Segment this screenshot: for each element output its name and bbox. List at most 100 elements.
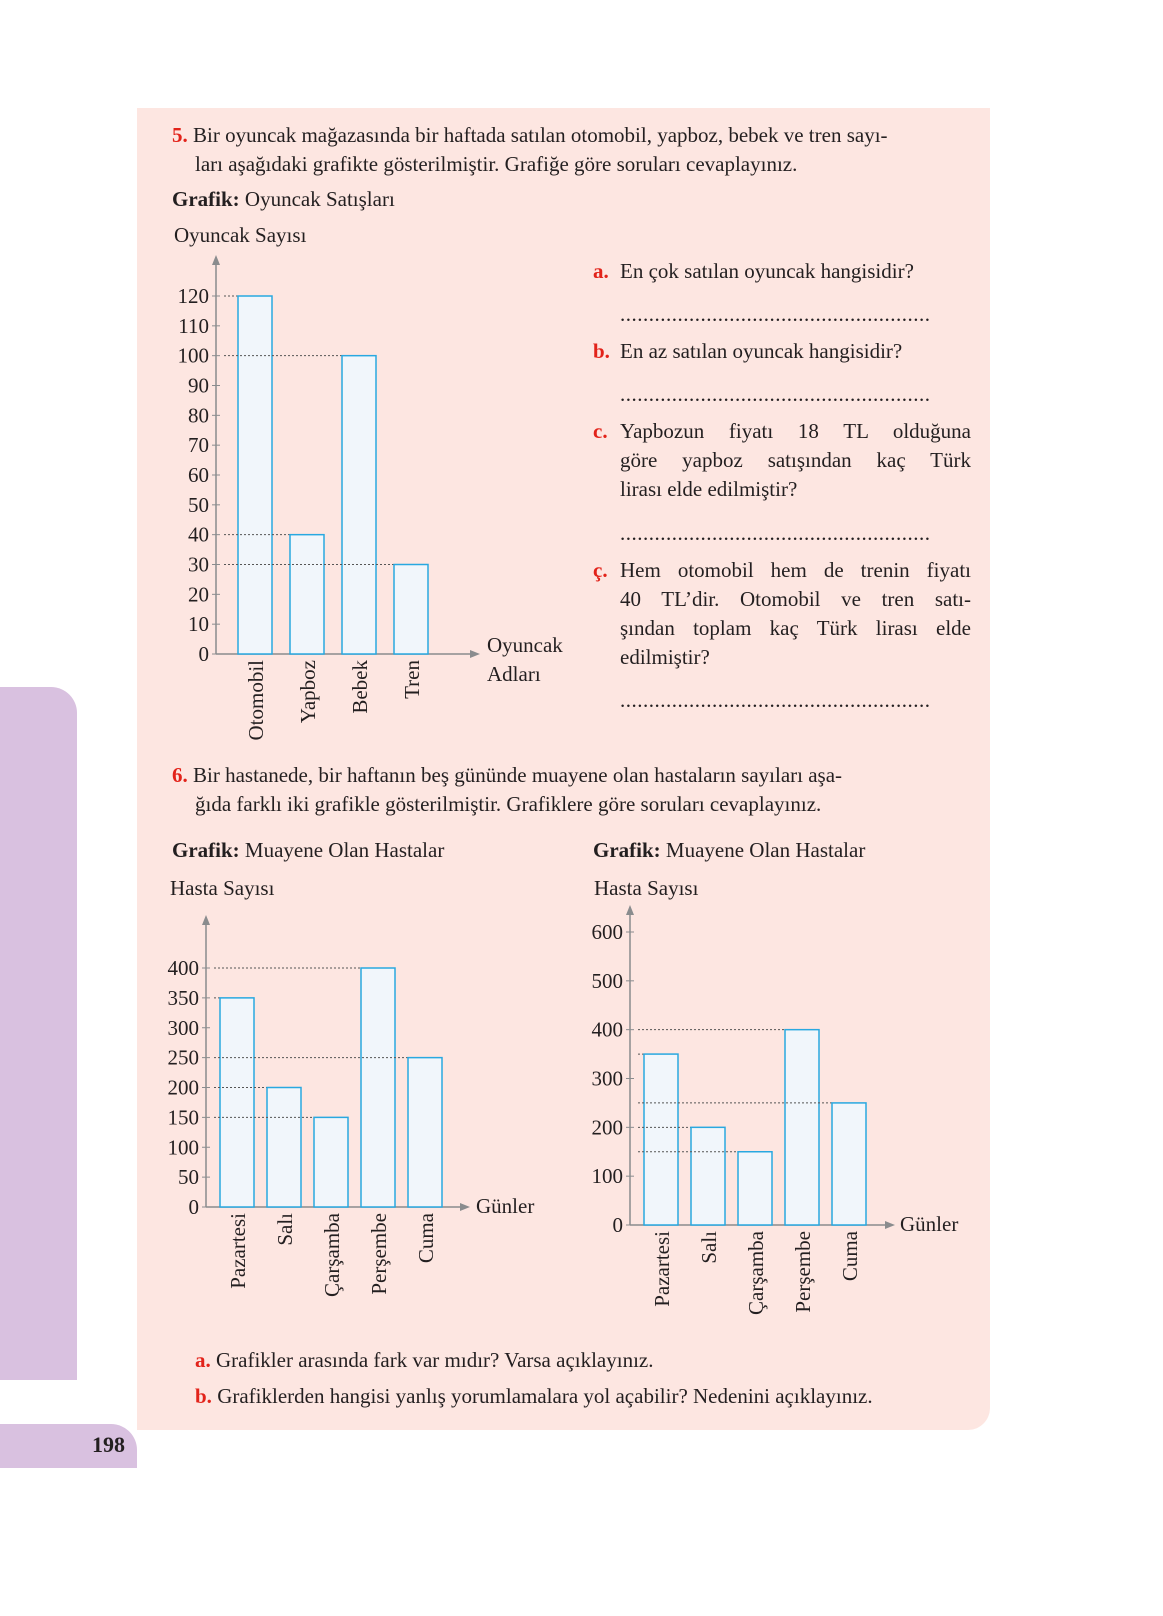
y-tick-label: 110	[178, 314, 209, 338]
y-tick-label: 350	[168, 986, 200, 1010]
y-tick-label: 60	[188, 463, 209, 487]
q5-text: Bir oyuncak mağazasında bir haftada satı…	[193, 123, 888, 147]
sub-letter: a.	[593, 259, 609, 283]
q5-sub-1: b. En az satılan oyuncak hangisidir?	[593, 337, 971, 366]
page-number-tab: 198	[0, 1424, 137, 1468]
category-label: Cuma	[414, 1212, 438, 1263]
sub-text-line: lirası elde edilmiştir?	[620, 477, 798, 501]
bar-bebek	[341, 354, 377, 655]
graph-label: Grafik:	[593, 838, 661, 862]
y-tick-label: 50	[188, 493, 209, 517]
y-tick-label: 400	[592, 1018, 624, 1042]
y-tick-label: 50	[178, 1165, 199, 1189]
y-tick-label: 10	[188, 612, 209, 636]
y-tick-label: 100	[168, 1135, 200, 1159]
graph-title: Muayene Olan Hastalar	[665, 838, 866, 862]
bar-cuma	[407, 1056, 443, 1208]
y-tick-label: 200	[168, 1076, 200, 1100]
y-tick-label: 100	[592, 1164, 624, 1188]
category-label: Bebek	[348, 660, 372, 714]
category-label: Pazartesi	[226, 1213, 250, 1289]
y-tick-label: 200	[592, 1115, 624, 1139]
y-tick-label: 300	[592, 1067, 624, 1091]
answer-line[interactable]: ........................................…	[620, 521, 931, 545]
category-label: Pazartesi	[650, 1231, 674, 1307]
chart3-xlabel: Günler	[900, 1212, 959, 1236]
graph-title: Muayene Olan Hastalar	[244, 838, 445, 862]
answer-line[interactable]: ........................................…	[620, 688, 931, 712]
bar-yapboz	[289, 533, 325, 655]
bar-çarşamba	[313, 1116, 349, 1208]
sub-letter: b.	[195, 1384, 212, 1408]
sub-text-line: edilmiştir?	[620, 645, 710, 669]
category-label: Yapboz	[296, 660, 320, 723]
page-number: 198	[92, 1432, 125, 1457]
y-tick-label: 400	[168, 956, 200, 980]
chart2-xlabel: Günler	[476, 1194, 535, 1218]
chart1-xlabel-text: Oyuncak Adları	[487, 633, 563, 686]
sub-letter: c.	[593, 419, 608, 443]
q6-graph-caption-left: Grafik: Muayene Olan Hastalar	[172, 836, 444, 865]
sub-text-line: En az satılan oyuncak hangisidir?	[620, 339, 903, 363]
q6-sub-a: a. Grafikler arasında fark var mıdır? Va…	[195, 1346, 654, 1375]
y-tick-label: 0	[199, 642, 210, 666]
sub-text-line: Hem otomobil hem de trenin fiyatı	[620, 558, 971, 582]
answer-line[interactable]: ........................................…	[620, 302, 931, 326]
q6-graph-caption-right: Grafik: Muayene Olan Hastalar	[593, 836, 865, 865]
y-tick-label: 120	[178, 284, 210, 308]
bar-tren	[393, 563, 429, 655]
q5-sub-3: ç. Hem otomobil hem de trenin fiyatı 40 TL…	[593, 556, 971, 672]
y-tick-label: 0	[613, 1213, 624, 1237]
y-tick-label: 150	[168, 1105, 200, 1129]
sub-text-line: göre yapboz satışından kaç Türk	[620, 448, 971, 472]
q5-sub-0: a. En çok satılan oyuncak hangisidir?	[593, 257, 971, 286]
category-label: Salı	[273, 1213, 297, 1246]
y-axis-arrow-icon	[212, 255, 220, 265]
side-tab	[0, 687, 77, 1380]
category-label: Perşembe	[367, 1213, 391, 1295]
bar-perşembe	[360, 967, 396, 1208]
y-tick-label: 40	[188, 523, 209, 547]
q6-text: Bir hastanede, bir haftanın beş gününde …	[193, 763, 843, 787]
y-tick-label: 0	[189, 1195, 200, 1219]
y-tick-label: 70	[188, 433, 209, 457]
sub-letter: a.	[195, 1348, 211, 1372]
bar-salı	[690, 1126, 726, 1226]
q5-line1: 5. Bir oyuncak mağazasında bir haftada s…	[172, 121, 888, 150]
x-axis-arrow-icon	[460, 1203, 470, 1211]
graph-label: Grafik:	[172, 838, 240, 862]
sub-text: Grafikler arasında fark var mıdır? Varsa…	[216, 1348, 654, 1372]
sub-text-line: şından toplam kaç Türk lirası elde	[620, 616, 971, 640]
y-tick-label: 20	[188, 582, 209, 606]
chart1-ylabel: Oyuncak Sayısı	[174, 223, 307, 247]
q6-line1: 6. Bir hastanede, bir haftanın beş günün…	[172, 761, 842, 790]
graph-label: Grafik:	[172, 187, 240, 211]
graph-title: Oyuncak Satışları	[244, 187, 395, 211]
y-tick-label: 600	[592, 920, 624, 944]
category-label: Salı	[697, 1231, 721, 1264]
q5-line2: ları aşağıdaki grafikte gösterilmiştir. …	[195, 152, 798, 176]
chart1-xlabel: Oyuncak Adları	[487, 631, 577, 689]
q5-sub-2: c. Yapbozun fiyatı 18 TL olduğuna göre yap…	[593, 417, 971, 504]
q5-graph-caption: Grafik: Oyuncak Satışları	[172, 185, 395, 214]
y-tick-label: 300	[168, 1016, 200, 1040]
bar-çarşamba	[737, 1151, 773, 1226]
q5-number: 5.	[172, 123, 188, 147]
chart3-ylabel: Hasta Sayısı	[594, 876, 699, 900]
y-tick-label: 250	[168, 1046, 200, 1070]
bar-pazartesi	[219, 997, 255, 1208]
y-axis-arrow-icon	[626, 905, 634, 915]
category-label: Otomobil	[244, 660, 268, 741]
q6-number: 6.	[172, 763, 188, 787]
bar-salı	[266, 1086, 302, 1208]
sub-text-line: Yapbozun fiyatı 18 TL olduğuna	[620, 419, 971, 443]
sub-text: Grafiklerden hangisi yanlış yorumlamalar…	[217, 1384, 873, 1408]
answer-line[interactable]: ........................................…	[620, 382, 931, 406]
y-tick-label: 90	[188, 374, 209, 398]
sub-text-line: En çok satılan oyuncak hangisidir?	[620, 259, 914, 283]
bar-pazartesi	[643, 1053, 679, 1226]
y-tick-label: 500	[592, 969, 624, 993]
q6-line2: ğıda farklı iki grafikle gösterilmiştir.…	[195, 792, 822, 816]
